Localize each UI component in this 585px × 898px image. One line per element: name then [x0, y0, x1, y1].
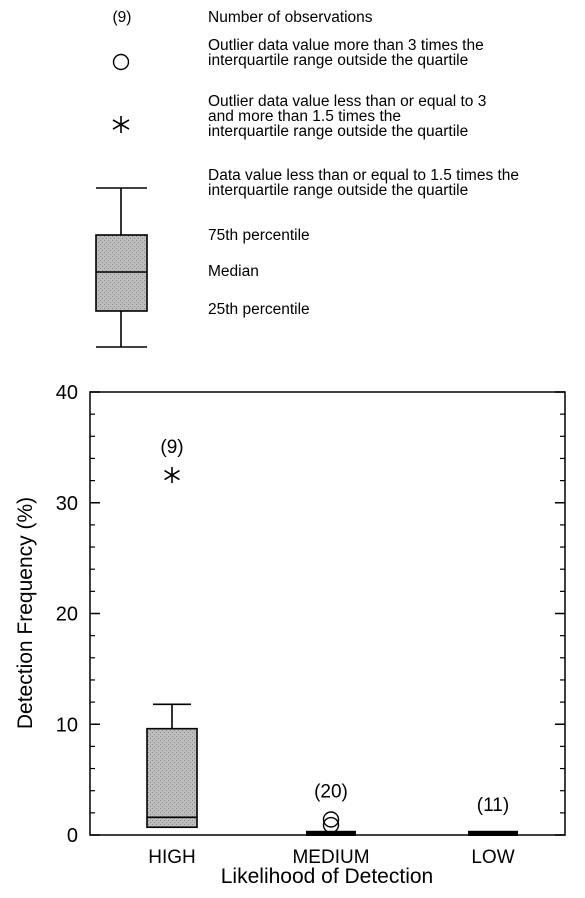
- y-tick-label: 0: [67, 825, 78, 847]
- x-axis: HIGH MEDIUM LOW: [148, 847, 514, 868]
- box-series: (9) (20) (11): [146, 437, 518, 836]
- y-tick-label: 30: [56, 493, 78, 515]
- legend-count-label: Number of observations: [208, 9, 373, 26]
- y-axis-title: Detection Frequency (%): [14, 497, 37, 729]
- x-tick-label: HIGH: [148, 847, 196, 868]
- legend-outlier-far-label: Outlier data value more than 3 times the…: [208, 37, 484, 69]
- x-tick-label: MEDIUM: [292, 847, 369, 868]
- legend-outlier-near-label: Outlier data value less than or equal to…: [208, 93, 487, 140]
- box-medium: (20): [306, 781, 356, 836]
- box-iqr: [468, 830, 518, 836]
- y-tick-label: 20: [56, 604, 78, 626]
- legend-count-symbol: (9): [112, 9, 132, 26]
- x-tick-label: LOW: [471, 847, 514, 868]
- y-axis: 0 10 20 30 40: [56, 382, 565, 847]
- n-label: (9): [160, 437, 183, 458]
- box-high: (9): [146, 437, 198, 829]
- legend-box: [95, 234, 148, 312]
- outlier-near: [164, 467, 180, 484]
- x-axis-title: Likelihood of Detection: [221, 865, 433, 888]
- outlier-far: [322, 811, 340, 828]
- outlier-near-stroke: [164, 469, 180, 481]
- n-label: (20): [314, 781, 348, 802]
- legend-median-label: Median: [208, 263, 259, 280]
- legend-outlier-near-symbol: [112, 116, 130, 133]
- n-label: (11): [477, 795, 509, 816]
- box-iqr: [146, 727, 198, 829]
- outlier-far: [322, 816, 340, 834]
- y-tick-label: 40: [56, 382, 78, 404]
- box-low: (11): [468, 795, 518, 836]
- legend-outlier-far-symbol: [112, 53, 130, 71]
- y-tick-label: 10: [56, 714, 78, 736]
- legend-p75-label: 75th percentile: [208, 227, 310, 244]
- legend-graphics: [95, 53, 148, 348]
- legend-whisker-label: Data value less than or equal to 1.5 tim…: [208, 167, 520, 199]
- box-iqr: [306, 830, 356, 836]
- legend-p25-label: 25th percentile: [208, 301, 310, 318]
